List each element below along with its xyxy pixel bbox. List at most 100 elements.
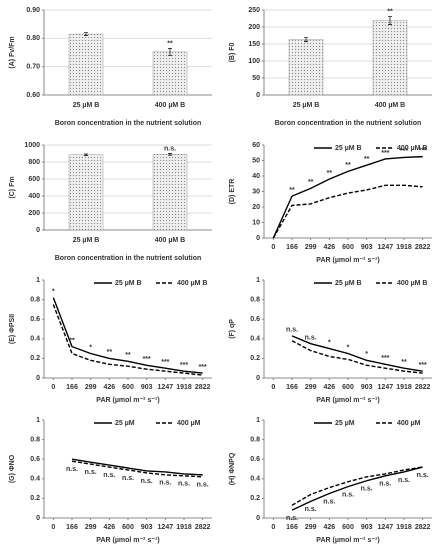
y-tick-label: 0 [36,515,40,522]
y-tick-label: 0 [256,515,260,522]
bar [68,154,104,231]
annotation: n.s. [323,498,335,505]
y-tick-label: 0.4 [250,336,260,343]
annotation: ** [364,156,370,163]
bar [152,51,188,96]
bar [288,39,324,96]
x-tick-label: 2822 [195,524,211,531]
annotation: ** [289,187,295,194]
x-axis-label: Boron concentration in the nutrient solu… [55,255,202,262]
y-axis-label: (E) ΦPSII [9,314,16,344]
y-tick-label: 0 [256,92,260,99]
x-tick-label: 299 [305,244,317,251]
x-axis-label: PAR (µmol m⁻² s⁻¹) [316,537,379,544]
annotation: * [347,344,350,351]
y-tick-label: 150 [248,41,260,48]
x-tick-label: 903 [361,524,373,531]
x-axis-label: PAR (µmol m⁻² s⁻¹) [96,397,159,404]
x-tick-label: 1918 [176,524,192,531]
y-tick-label: 800 [28,159,40,166]
annotation: * [89,344,92,351]
x-tick-label: 400 µM B [375,102,406,109]
annotation: n.s. [361,486,373,493]
annotation: *** [400,148,408,155]
series-line [52,297,203,374]
annotation: ** [69,337,75,344]
legend-label: 25 µM [115,420,135,427]
y-tick-label: 50 [252,157,260,164]
annotation: n.s. [164,145,176,152]
annotation: ** [345,162,351,169]
y-tick-label: 1000 [24,142,40,149]
x-tick-label: 1918 [396,524,412,531]
panel: 0 50 100 150 200 250 (B) F0 Boron concentration… [229,7,432,127]
annotation: n.s. [342,491,354,498]
legend-label: 25 µM B [115,280,142,287]
series-line [71,460,203,478]
error-bar [168,153,172,156]
annotation: ** [401,359,407,366]
x-tick-label: 1247 [158,384,174,391]
annotation: n.s. [141,478,153,485]
x-tick-label: 0 [271,384,275,391]
y-tick-label: 0.4 [250,476,260,483]
x-tick-label: 0 [51,524,55,531]
y-tick-label: 0.70 [26,64,40,71]
y-axis-label: (C) Fm [9,176,16,198]
annotation: n.s. [286,327,298,334]
x-tick-label: 2822 [195,384,211,391]
annotation: n.s. [103,472,115,479]
y-tick-label: 1 [256,417,260,424]
panel: 0 0.2 0.4 0.6 0.8 1 (F) qP PAR (µmol m⁻² s⁻¹) 0 1… [229,277,432,404]
y-tick-label: 0 [256,235,260,242]
annotation: * [52,288,55,295]
x-tick-label: 1918 [396,384,412,391]
y-tick-label: 0.2 [30,355,40,362]
legend-label: 400 µM B [177,280,208,287]
y-tick-label: 0.60 [26,92,40,99]
x-tick-label: 600 [342,524,354,531]
x-tick-label: 426 [103,524,115,531]
annotation: *** [381,355,389,362]
bar [152,154,188,231]
x-tick-label: 166 [286,524,298,531]
y-tick-label: 0.90 [26,7,40,14]
error-bar [304,37,308,42]
series-line [71,458,203,476]
x-tick-label: 2822 [415,384,431,391]
annotation: ** [167,40,173,47]
annotation: n.s. [197,482,209,489]
x-tick-label: 400 µM B [155,237,186,244]
error-bar [84,153,88,156]
x-tick-label: 426 [103,384,115,391]
annotation: ** [308,179,314,186]
y-tick-label: 0.6 [250,456,260,463]
x-tick-label: 1247 [158,524,174,531]
annotation: *** [419,362,427,369]
y-axis-label: (G) ΦNO [9,454,16,483]
x-tick-label: 0 [51,384,55,391]
x-axis-label: PAR (µmol m⁻² s⁻¹) [316,397,379,404]
y-tick-label: 10 [252,219,260,226]
series-line [272,184,423,239]
series-line [291,335,423,372]
series-line [272,155,423,239]
series-line [52,304,203,376]
y-tick-label: 40 [252,173,260,180]
y-tick-label: 0.80 [26,35,40,42]
x-tick-label: 25 µM B [73,237,100,244]
annotation: ** [327,170,333,177]
x-tick-label: 166 [66,524,78,531]
y-axis-label: (D) ETR [229,179,236,205]
panel: 0 200 400 600 800 1000 (C) Fm Boron concentrati… [9,142,212,262]
y-tick-label: 50 [252,75,260,82]
x-axis-label: Boron concentration in the nutrient solu… [275,120,422,127]
x-tick-label: 299 [305,384,317,391]
annotation: n.s. [379,481,391,488]
x-tick-label: 426 [323,524,335,531]
annotation: *** [199,364,207,371]
y-tick-label: 0.4 [30,336,40,343]
y-tick-label: 30 [252,188,260,195]
x-tick-label: 1247 [378,524,394,531]
y-tick-label: 200 [248,24,260,31]
